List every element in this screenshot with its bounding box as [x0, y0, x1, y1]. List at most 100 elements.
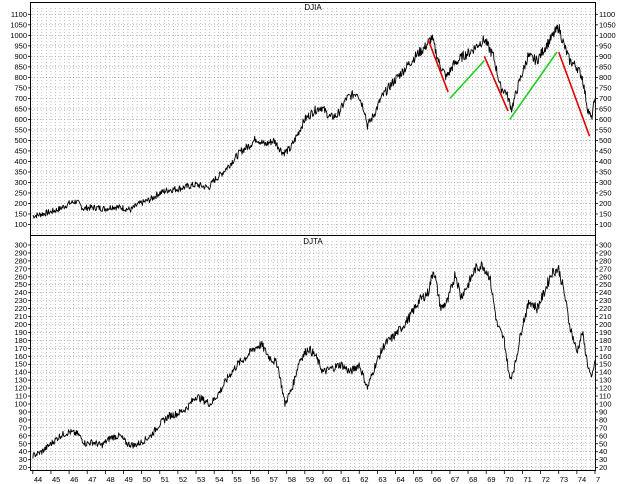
y-tick-label-right: 250 — [599, 188, 612, 197]
y-tick-label-right: 120 — [599, 384, 612, 393]
y-tick-label-right: 950 — [599, 41, 612, 50]
x-tick-label: 65 — [415, 475, 423, 484]
x-axis-tick-labels: 44 45 46 47 48 49 50 51 52 53 54 55 56 57 58 59 60 61 62 63… — [32, 470, 600, 484]
y-tick-label-right: 600 — [599, 115, 612, 124]
x-tick-label: 52 — [179, 475, 187, 484]
y-tick-label-left: 100 — [14, 220, 27, 229]
x-tick-label: 56 — [251, 475, 259, 484]
top-chart-title: DJIA — [304, 3, 322, 12]
x-tick-label: 7 — [596, 475, 600, 484]
trend-line — [427, 39, 449, 93]
y-tick-label-left: 180 — [14, 336, 27, 345]
bottom-grid — [28, 241, 598, 470]
y-tick-label-left: 300 — [14, 178, 27, 187]
x-tick-label: 50 — [143, 475, 151, 484]
y-tick-label-left: 270 — [14, 264, 27, 273]
y-tick-label-right: 150 — [599, 209, 612, 218]
x-tick-label: 67 — [451, 475, 459, 484]
bottom-chart-title: DJTA — [303, 237, 323, 246]
x-tick-label: 48 — [106, 475, 114, 484]
y-tick-label-right: 400 — [599, 157, 612, 166]
y-tick-label-right: 300 — [599, 178, 612, 187]
y-tick-label-right: 1050 — [599, 20, 616, 29]
y-tick-label-right: 1100 — [599, 10, 615, 19]
y-tick-label-right: 90 — [599, 407, 607, 416]
y-tick-label-left: 550 — [14, 125, 27, 134]
x-tick-label: 59 — [306, 475, 314, 484]
y-tick-label-right: 290 — [599, 248, 612, 257]
x-tick-label: 55 — [233, 475, 241, 484]
trend-line — [509, 51, 558, 120]
y-tick-label-left: 120 — [14, 384, 27, 393]
x-tick-label: 71 — [523, 475, 531, 484]
y-tick-label-right: 300 — [599, 240, 612, 249]
top-panel-frame — [30, 2, 596, 236]
y-tick-label-right: 450 — [599, 146, 612, 155]
y-tick-label-right: 700 — [599, 94, 612, 103]
y-tick-label-left: 250 — [14, 280, 27, 289]
y-tick-label-right: 130 — [599, 376, 612, 385]
top-series — [32, 23, 596, 219]
x-tick-label: 46 — [70, 475, 78, 484]
y-tick-label-right: 650 — [599, 104, 612, 113]
x-tick-label: 72 — [542, 475, 550, 484]
y-tick-label-left: 350 — [14, 167, 27, 176]
trend-line — [449, 60, 485, 99]
y-tick-label-right: 270 — [599, 264, 612, 273]
y-tick-label-left: 260 — [14, 272, 27, 281]
y-tick-label-left: 850 — [14, 62, 27, 71]
y-tick-label-right: 150 — [599, 360, 612, 369]
y-tick-label-right: 140 — [599, 368, 612, 377]
trend-line — [483, 56, 509, 112]
y-tick-label-left: 100 — [14, 400, 27, 409]
y-tick-label-right: 200 — [599, 320, 612, 329]
top-grid — [28, 8, 598, 235]
y-tick-label-left: 300 — [14, 240, 27, 249]
y-tick-label-right: 240 — [599, 288, 612, 297]
x-tick-label: 73 — [560, 475, 568, 484]
x-tick-label: 64 — [397, 475, 405, 484]
x-tick-label: 51 — [161, 475, 169, 484]
x-tick-label: 68 — [469, 475, 477, 484]
y-tick-label-left: 40 — [19, 447, 27, 456]
y-tick-label-left: 280 — [14, 256, 27, 265]
y-tick-label-right: 800 — [599, 73, 612, 82]
y-tick-label-left: 90 — [19, 407, 27, 416]
y-tick-label-left: 400 — [14, 157, 27, 166]
y-tick-label-left: 200 — [14, 199, 27, 208]
y-tick-label-right: 200 — [599, 199, 612, 208]
x-tick-label: 60 — [324, 475, 332, 484]
y-tick-label-right: 250 — [599, 280, 612, 289]
y-tick-label-right: 500 — [599, 136, 612, 145]
y-tick-label-left: 1100 — [11, 10, 27, 19]
trend-lines — [427, 39, 591, 137]
y-tick-label-left: 130 — [14, 376, 27, 385]
x-tick-label: 66 — [433, 475, 441, 484]
y-tick-label-right: 60 — [599, 431, 607, 440]
y-tick-label-right: 900 — [599, 52, 612, 61]
y-tick-label-left: 250 — [14, 188, 27, 197]
x-tick-label: 63 — [378, 475, 386, 484]
x-tick-label: 70 — [505, 475, 513, 484]
x-tick-label: 47 — [88, 475, 96, 484]
x-tick-label: 53 — [197, 475, 205, 484]
y-tick-label-right: 80 — [599, 415, 607, 424]
y-tick-label-left: 200 — [14, 320, 27, 329]
x-tick-label: 57 — [270, 475, 278, 484]
y-tick-label-right: 850 — [599, 62, 612, 71]
y-tick-label-left: 650 — [14, 104, 27, 113]
y-tick-label-left: 900 — [14, 52, 27, 61]
y-tick-label-right: 550 — [599, 125, 612, 134]
y-tick-label-left: 600 — [14, 115, 27, 124]
y-tick-label-left: 800 — [14, 73, 27, 82]
y-tick-label-left: 160 — [14, 352, 27, 361]
y-tick-label-right: 110 — [599, 392, 611, 401]
y-tick-label-right: 160 — [599, 352, 612, 361]
y-tick-label-left: 190 — [14, 328, 27, 337]
y-tick-label-right: 280 — [599, 256, 612, 265]
y-tick-label-left: 240 — [14, 288, 27, 297]
